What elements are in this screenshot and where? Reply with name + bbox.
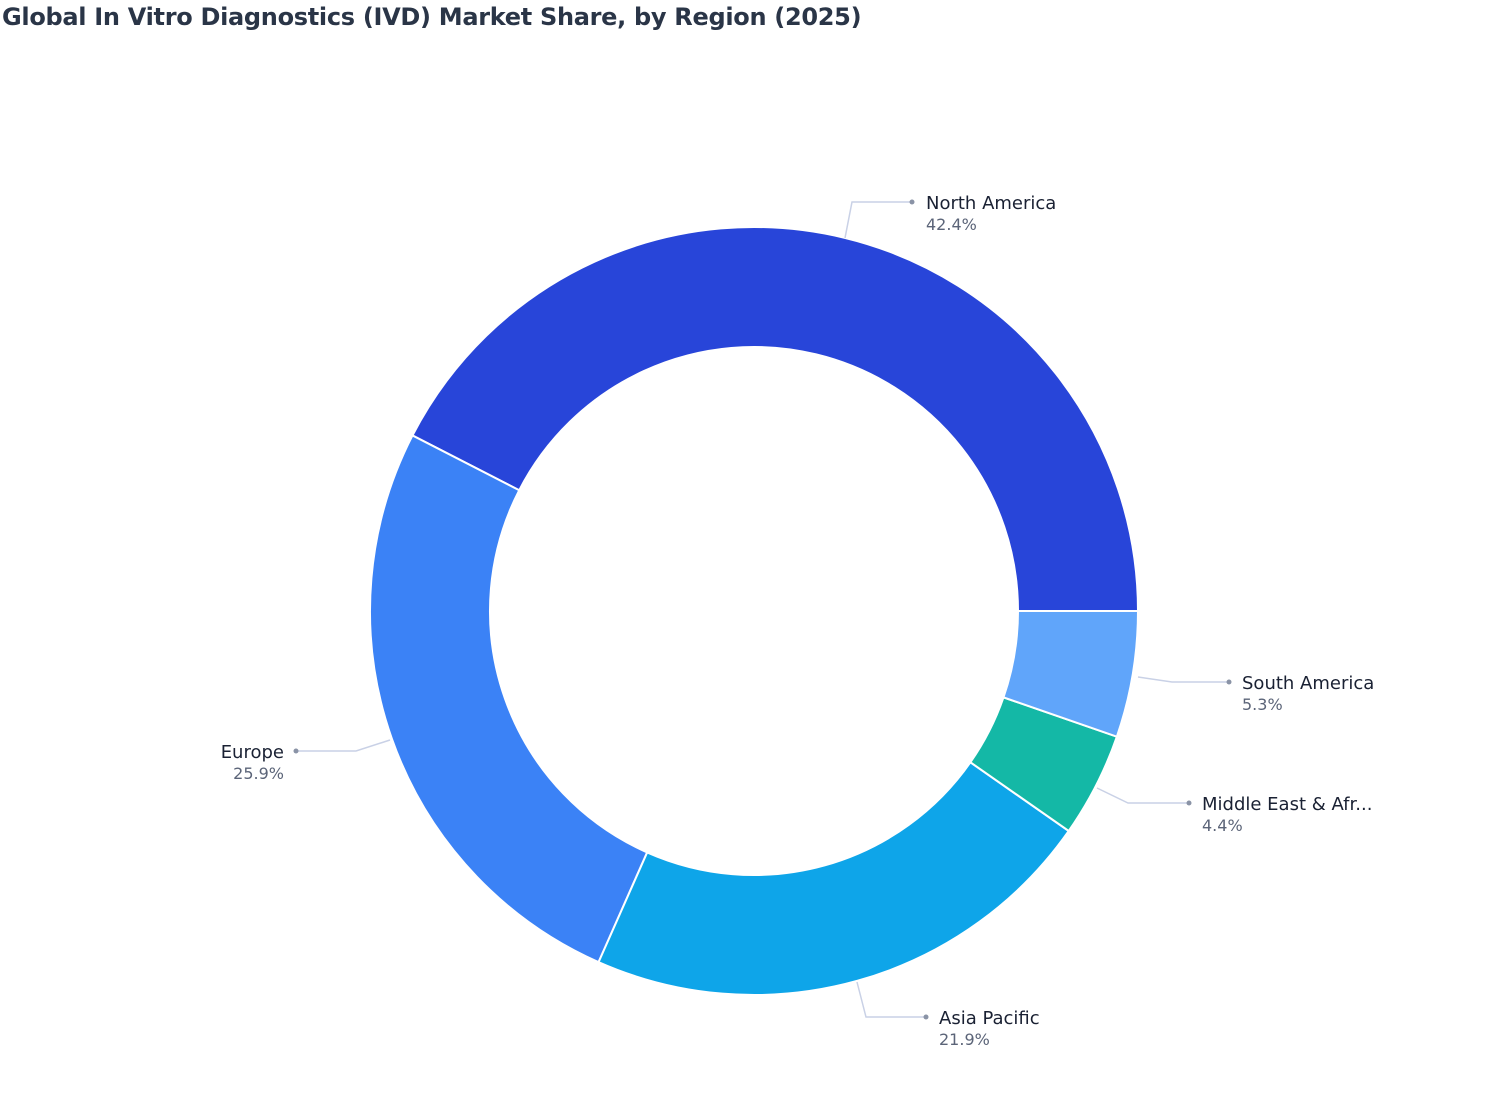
chart-title: Global In Vitro Diagnostics (IVD) Market… — [2, 3, 862, 31]
leader-dot — [909, 199, 915, 205]
slice-north-america[interactable] — [411, 226, 1140, 612]
leader-dot — [923, 1014, 929, 1020]
leader-line — [296, 739, 391, 752]
slice-europe[interactable] — [369, 434, 649, 964]
leader-line — [844, 201, 912, 239]
leader-line — [1137, 676, 1229, 683]
slice-label: North America — [926, 193, 1056, 214]
slice-label: Europe — [221, 742, 284, 763]
leader-line — [1096, 787, 1189, 804]
slice-asia-pacific[interactable] — [597, 760, 1071, 997]
slice-label: Middle East & Afr... — [1202, 794, 1372, 815]
leader-dot — [1186, 800, 1192, 806]
slice-south-america[interactable] — [1002, 610, 1140, 738]
slice-value-label: 21.9% — [939, 1030, 990, 1049]
leader-dot — [1226, 679, 1232, 685]
slice-value-label: 5.3% — [1242, 695, 1283, 714]
slice-label: Asia Pacific — [939, 1008, 1040, 1029]
slice-label: South America — [1242, 673, 1374, 694]
slice-value-label: 25.9% — [233, 764, 284, 783]
slice-value-label: 4.4% — [1202, 816, 1243, 835]
leader-dot — [293, 748, 299, 754]
leader-line — [856, 981, 926, 1018]
slice-value-label: 42.4% — [926, 215, 977, 234]
